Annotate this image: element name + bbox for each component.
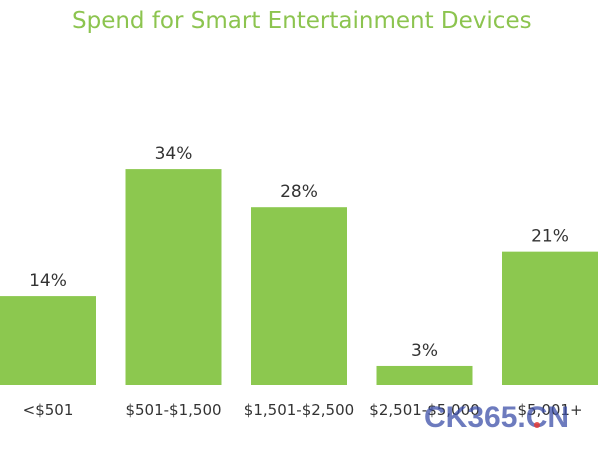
data-label-1: 14% <box>29 271 67 291</box>
chart-title: Spend for Smart Entertainment Devices <box>72 8 532 34</box>
category-label-3: $1,501-$2,500 <box>244 401 354 419</box>
data-label-2: 34% <box>155 144 193 164</box>
category-label-5: $5,001+ <box>517 401 582 419</box>
bar-2 <box>125 169 222 385</box>
bar-4 <box>376 365 473 385</box>
category-label-1: <$501 <box>23 401 74 419</box>
data-label-3: 28% <box>280 182 318 202</box>
category-label-2: $501-$1,500 <box>125 401 221 419</box>
data-label-4: 3% <box>411 341 438 361</box>
bar-1 <box>0 296 96 385</box>
data-label-5: 21% <box>531 227 569 247</box>
bar-3 <box>251 207 347 385</box>
bar-5 <box>502 251 598 385</box>
category-label-4: $2,501-$5,000 <box>369 401 479 419</box>
